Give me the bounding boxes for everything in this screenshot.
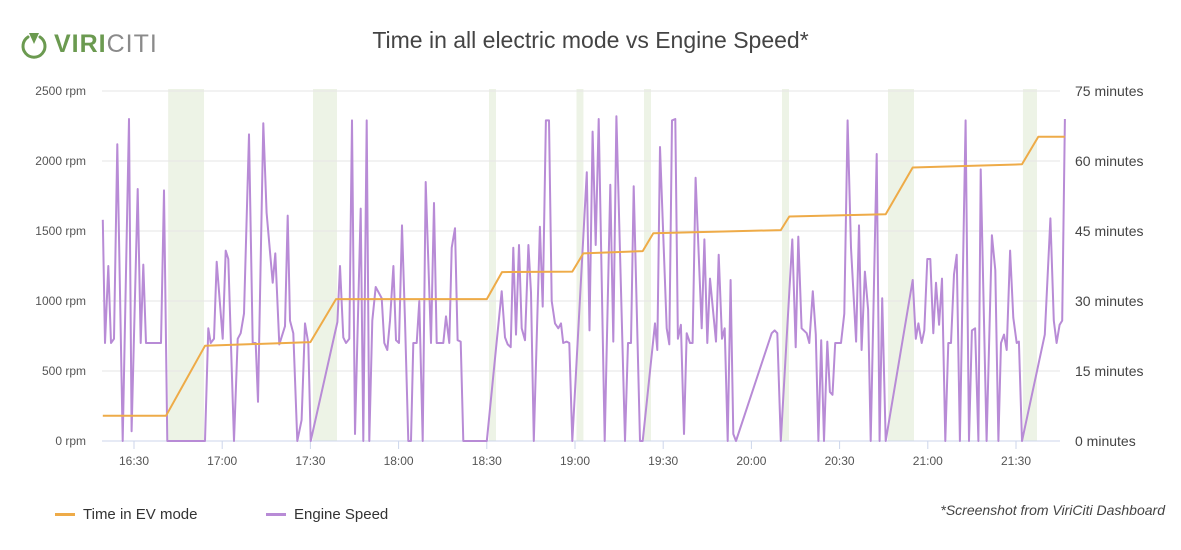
viriciti-logo: VIRICITI xyxy=(20,30,158,59)
ev-mode-line xyxy=(102,135,1065,417)
ev-period-band xyxy=(576,89,584,441)
ev-period-band xyxy=(781,89,789,441)
right-axis-tick-label: 15 minutes xyxy=(1075,363,1143,379)
x-axis-tick-label: 20:30 xyxy=(825,454,855,468)
x-axis-tick-label: 17:00 xyxy=(207,454,237,468)
right-axis-tick-label: 75 minutes xyxy=(1075,83,1143,99)
series-lines xyxy=(101,115,1066,442)
left-axis-tick-label: 1500 rpm xyxy=(35,224,86,238)
x-axis-tick-label: 20:00 xyxy=(736,454,766,468)
logo-text-citi: CITI xyxy=(106,30,158,58)
left-axis-labels: 0 rpm 500 rpm 1000 rpm 1500 rpm 2000 rpm 2500… xyxy=(35,84,86,448)
source-note: *Screenshot from ViriCiti Dashboard xyxy=(940,502,1165,518)
ev-period-band xyxy=(312,89,338,441)
right-axis-tick-label: 45 minutes xyxy=(1075,223,1143,239)
x-axis-tick-label: 18:30 xyxy=(472,454,502,468)
ev-period-band xyxy=(168,89,205,441)
engine-speed-line xyxy=(101,115,1066,442)
x-axis-tick-label: 19:30 xyxy=(648,454,678,468)
x-axis-tick-label: 16:30 xyxy=(119,454,149,468)
left-axis-tick-label: 0 rpm xyxy=(55,434,86,448)
ev-period-bands xyxy=(168,89,1037,441)
ev-period-band xyxy=(643,89,651,441)
legend-label-engine: Engine Speed xyxy=(294,506,389,523)
x-axis: 16:30 17:00 17:30 18:00 18:30 19:00 19:30 20:00… xyxy=(119,441,1031,468)
x-axis-tick-label: 21:00 xyxy=(913,454,943,468)
x-axis-tick-label: 18:00 xyxy=(384,454,414,468)
right-axis-labels: 0 minutes 15 minutes 30 minutes 45 minutes 6… xyxy=(1075,83,1143,449)
left-axis-tick-label: 2500 rpm xyxy=(35,84,86,98)
legend-swatch-engine xyxy=(266,513,286,516)
x-axis-tick-label: 19:00 xyxy=(560,454,590,468)
x-axis-tick-label: 17:30 xyxy=(295,454,325,468)
legend-label-ev: Time in EV mode xyxy=(83,506,198,523)
x-axis-tick-label: 21:30 xyxy=(1001,454,1031,468)
ev-period-band xyxy=(489,89,497,441)
left-axis-tick-label: 1000 rpm xyxy=(35,294,86,308)
right-axis-tick-label: 60 minutes xyxy=(1075,153,1143,169)
legend-item-engine-speed[interactable]: Engine Speed xyxy=(266,506,388,523)
legend-item-ev-mode[interactable]: Time in EV mode xyxy=(55,506,198,523)
right-axis-tick-label: 0 minutes xyxy=(1075,433,1136,449)
logo-text-viri: VIRI xyxy=(54,30,107,58)
ev-period-band xyxy=(1022,89,1037,441)
logo-text: VIRICITI xyxy=(54,30,158,59)
right-axis-tick-label: 30 minutes xyxy=(1075,293,1143,309)
legend-swatch-ev xyxy=(55,513,75,516)
chart-title: Time in all electric mode vs Engine Spee… xyxy=(372,27,809,53)
left-axis-tick-label: 500 rpm xyxy=(42,364,86,378)
left-axis-tick-label: 2000 rpm xyxy=(35,154,86,168)
ev-period-band xyxy=(888,89,914,441)
power-leaf-icon xyxy=(21,32,47,59)
